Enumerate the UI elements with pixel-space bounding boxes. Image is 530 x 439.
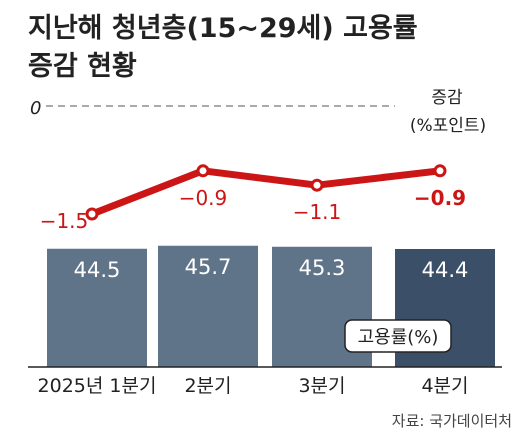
bar-legend: 고용률(%) [344,319,452,353]
employment-bar [158,245,258,367]
line-unit-label: 증감 [431,88,463,108]
bar-value-label: 45.3 [299,256,346,280]
change-value-label: −0.9 [414,186,466,210]
x-tick-label: 4분기 [421,375,468,397]
bar-value-label: 44.5 [74,258,121,282]
change-point [85,207,99,221]
zero-label: 0 [30,98,41,119]
change-point [433,164,447,178]
source-note: 자료: 국가데이터처 [391,412,512,430]
line-unit-label-sub: (%포인트) [410,116,486,136]
x-tick-label: 3분기 [298,375,345,397]
bar-legend-label: 고용률(%) [358,327,439,348]
bar-legend-box [344,319,452,353]
chart-title: 지난해 청년층(15~29세) 고용률 증감 현황 [28,10,418,86]
change-value-label: −1.1 [293,200,342,224]
change-point [196,164,210,178]
x-tick-label: 2분기 [184,375,231,397]
bar-value-label: 45.7 [185,255,232,279]
change-value-label: −1.5 [40,209,89,233]
x-tick-label: 2025년 1분기 [38,375,157,397]
chart-title-line1: 지난해 청년층(15~29세) 고용률 [28,13,418,44]
change-value-label: −0.9 [179,186,228,210]
employment-bar [47,248,147,367]
change-line [88,167,444,218]
chart-title-line2: 증감 현황 [28,51,137,82]
change-point [310,178,324,192]
bar-value-label: 44.4 [422,258,469,282]
